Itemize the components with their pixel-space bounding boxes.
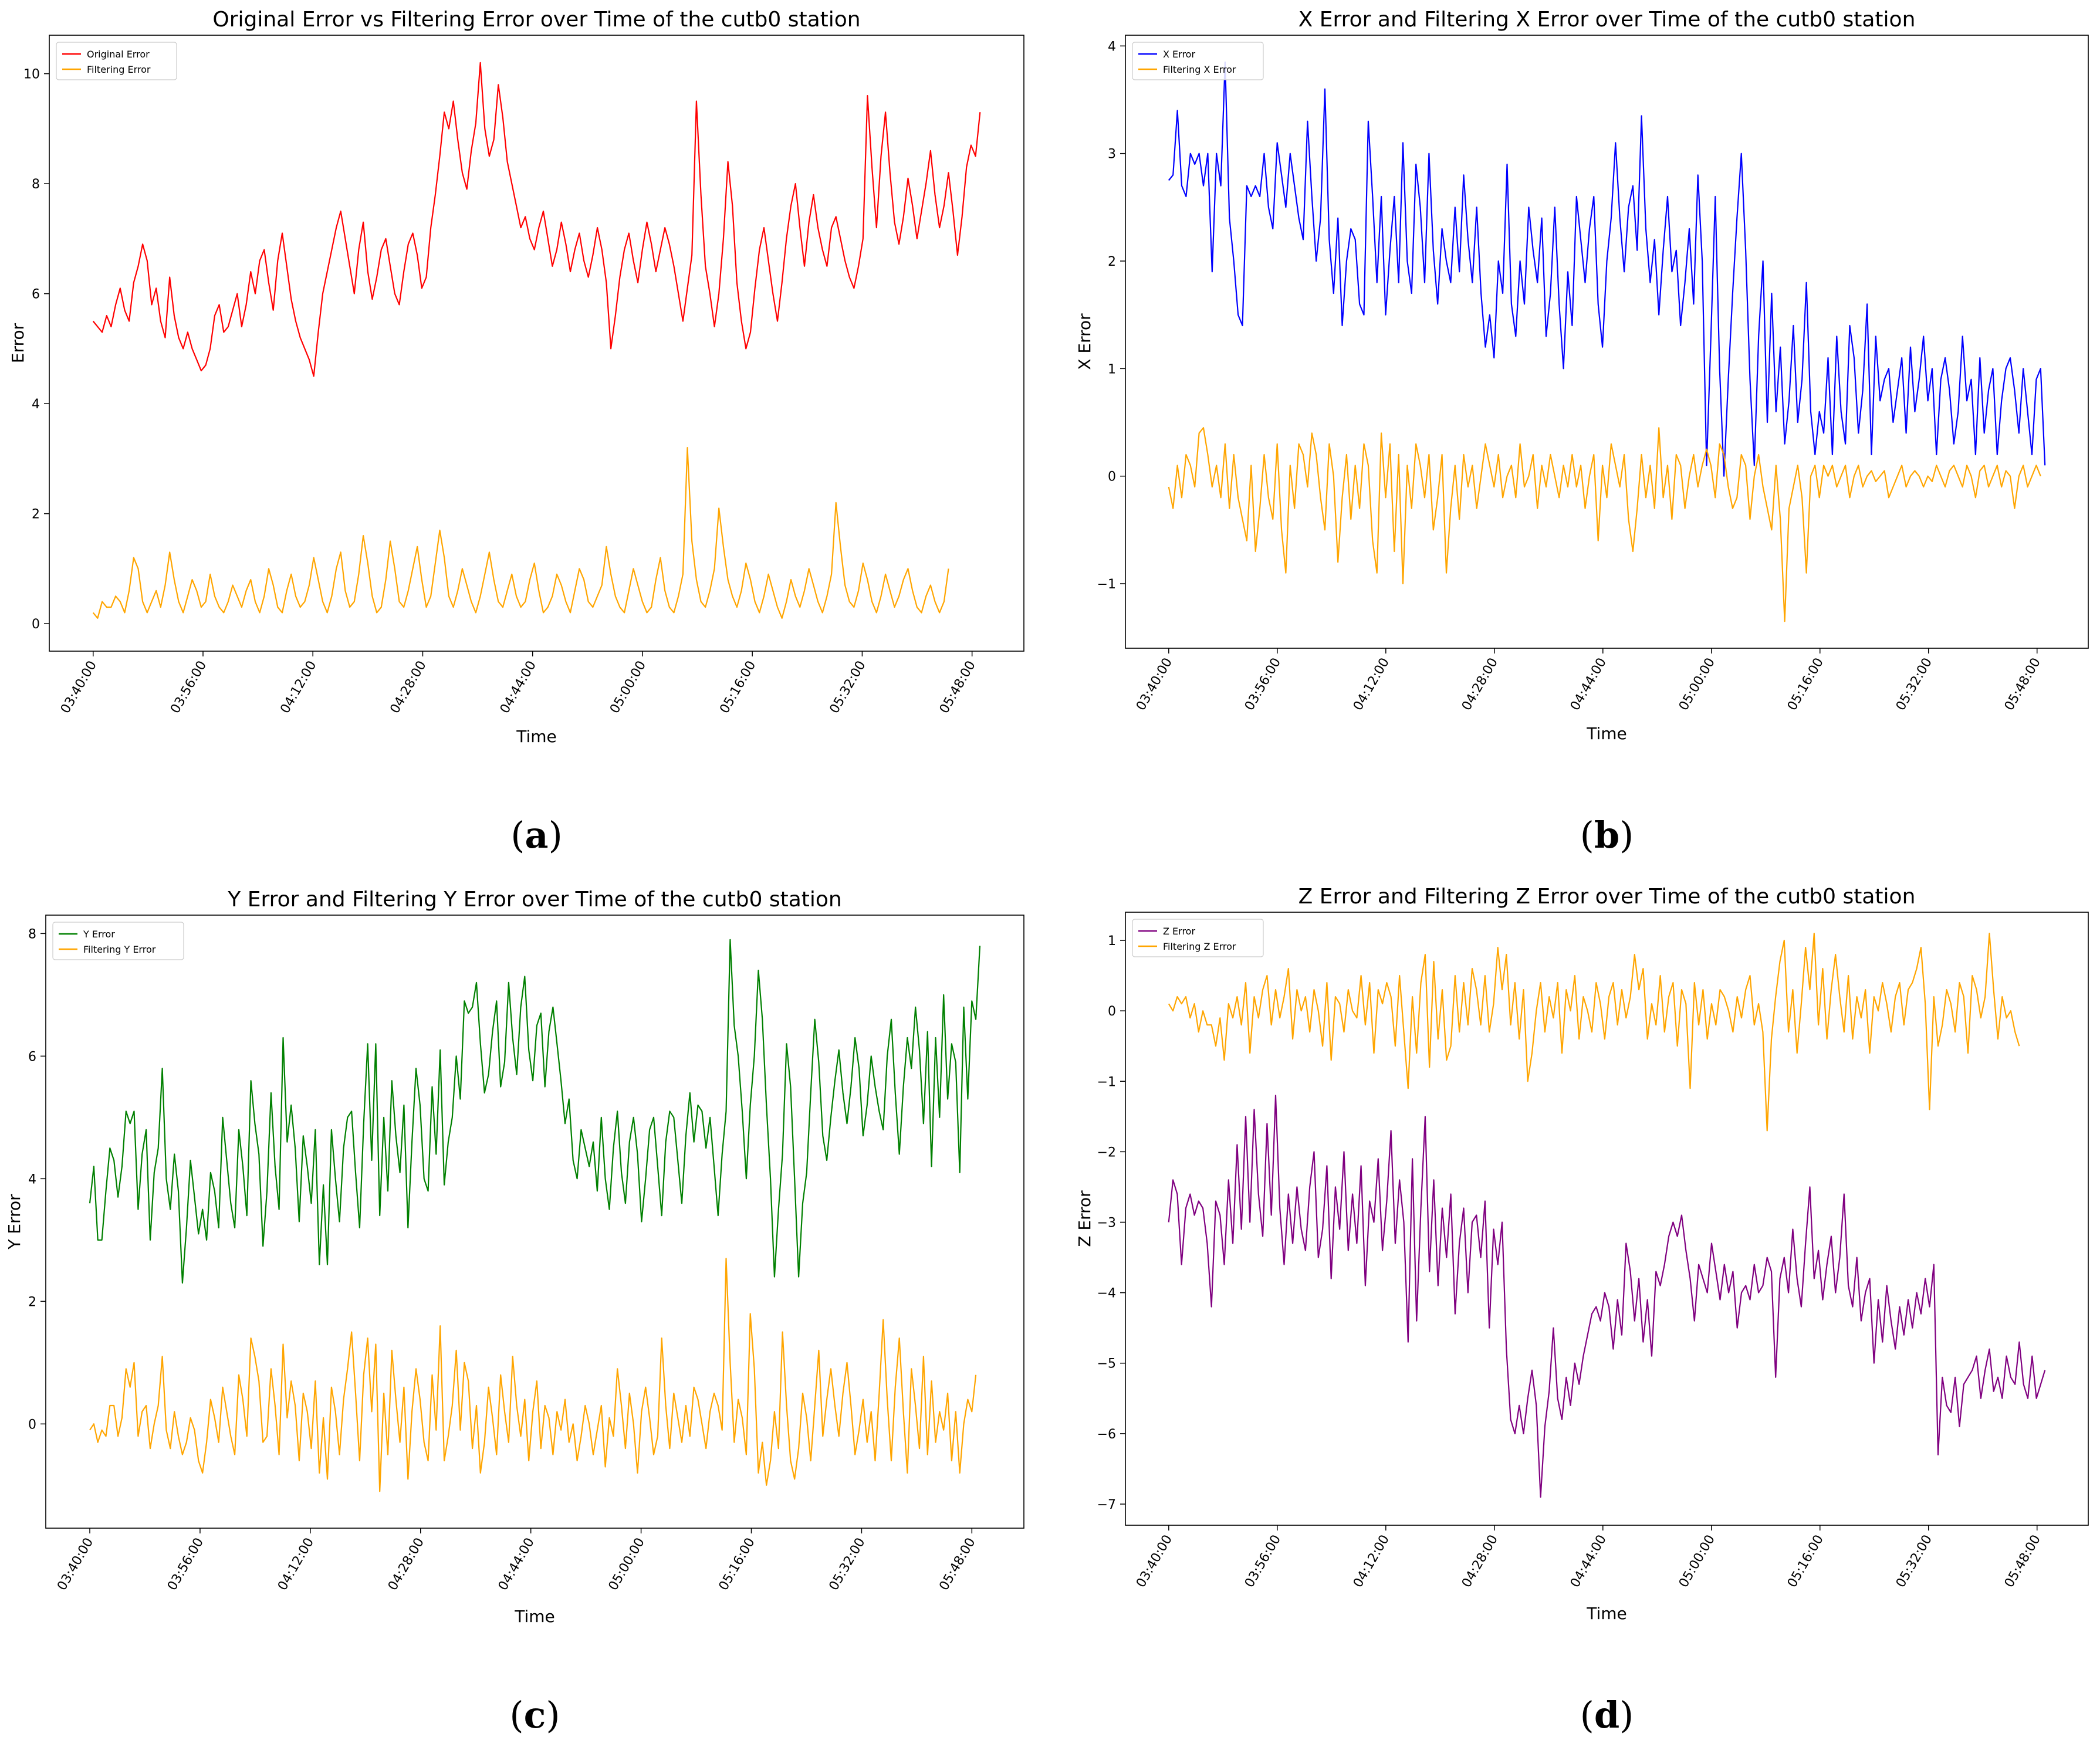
y-tick-label: −1 xyxy=(1097,1075,1116,1089)
y-axis-label: X Error xyxy=(1075,313,1094,370)
y-tick-label: 6 xyxy=(32,287,40,302)
y-tick-label: 2 xyxy=(32,507,40,522)
plot-frame xyxy=(45,915,1024,1529)
x-axis-label: Time xyxy=(514,1607,555,1626)
legend-label: Filtering Y Error xyxy=(83,944,156,955)
plot-frame xyxy=(1125,35,2089,649)
y-tick-label: 4 xyxy=(28,1172,36,1187)
y-axis-label: Z Error xyxy=(1075,1190,1094,1247)
chart-title: Z Error and Filtering Z Error over Time … xyxy=(1298,885,1916,909)
panel-label: (c) xyxy=(509,1694,560,1736)
panel-label-open: ( xyxy=(509,1694,523,1736)
y-tick-label: −3 xyxy=(1097,1216,1116,1231)
plot-frame xyxy=(1125,912,2089,1526)
y-tick-label: 0 xyxy=(1108,470,1116,485)
series-line-z-error xyxy=(1168,1095,2046,1498)
y-tick-label: 3 xyxy=(1108,147,1116,162)
x-axis-label: Time xyxy=(516,727,557,746)
panel-label-letter: b xyxy=(1594,814,1619,856)
legend-label: X Error xyxy=(1163,49,1195,60)
y-tick-label: −4 xyxy=(1097,1286,1116,1301)
legend-label: Original Error xyxy=(87,49,150,60)
panel-label-open: ( xyxy=(510,814,525,856)
legend-box xyxy=(1132,919,1264,957)
series-line-original-error xyxy=(92,62,981,377)
chart-title: X Error and Filtering X Error over Time … xyxy=(1298,8,1916,32)
series-line-y-error xyxy=(89,939,981,1284)
panel-label-close: ) xyxy=(546,1694,560,1736)
panel-label-close: ) xyxy=(549,814,563,856)
y-tick-label: 4 xyxy=(1108,39,1116,54)
y-tick-label: 1 xyxy=(1108,362,1116,377)
panel-label-letter: a xyxy=(525,814,548,856)
y-tick-label: −2 xyxy=(1097,1145,1116,1160)
panel-label: (a) xyxy=(510,814,563,856)
x-axis-label: Time xyxy=(1586,724,1627,743)
y-tick-label: −1 xyxy=(1097,577,1116,592)
series-line-filtering-x-error xyxy=(1168,427,2041,622)
legend-label: Y Error xyxy=(83,929,115,940)
legend-box xyxy=(52,922,184,960)
chart-title: Original Error vs Filtering Error over T… xyxy=(212,8,860,32)
series-line-filtering-z-error xyxy=(1168,932,2020,1132)
y-tick-label: 6 xyxy=(28,1049,36,1064)
x-axis-label: Time xyxy=(1586,1604,1627,1623)
y-tick-label: −5 xyxy=(1097,1357,1116,1372)
y-tick-label: 1 xyxy=(1108,934,1116,949)
y-tick-label: 8 xyxy=(28,927,36,942)
legend-label: Filtering Z Error xyxy=(1163,941,1236,952)
legend-box xyxy=(56,42,177,80)
y-tick-label: −7 xyxy=(1097,1498,1116,1512)
panel-label: (d) xyxy=(1580,1694,1634,1736)
y-tick-label: 0 xyxy=(28,1417,36,1432)
panel-label-letter: d xyxy=(1594,1694,1619,1736)
legend-label: Filtering Error xyxy=(87,64,151,75)
panel-label-close: ) xyxy=(1619,814,1634,856)
y-tick-label: 0 xyxy=(1108,1004,1116,1019)
y-tick-label: 4 xyxy=(32,397,40,412)
panel-label-close: ) xyxy=(1619,1694,1634,1736)
panel-label-open: ( xyxy=(1580,1694,1594,1736)
y-tick-label: −6 xyxy=(1097,1427,1116,1442)
panel-label-letter: c xyxy=(524,1694,546,1736)
legend-label: Z Error xyxy=(1163,926,1195,937)
panel-label: (b) xyxy=(1580,814,1634,856)
y-tick-label: 0 xyxy=(32,617,40,632)
y-tick-label: 2 xyxy=(28,1295,36,1309)
y-tick-label: 10 xyxy=(23,67,40,82)
series-line-filtering-error xyxy=(92,446,949,619)
y-tick-label: 8 xyxy=(32,177,40,192)
plot-frame xyxy=(49,35,1024,652)
series-line-x-error xyxy=(1168,61,2046,477)
legend-box xyxy=(1132,42,1264,80)
legend-label: Filtering X Error xyxy=(1163,64,1236,75)
y-tick-label: 2 xyxy=(1108,255,1116,269)
panel-label-open: ( xyxy=(1580,814,1594,856)
series-line-filtering-y-error xyxy=(89,1258,977,1492)
chart-title: Y Error and Filtering Y Error over Time … xyxy=(227,888,841,912)
y-axis-label: Y Error xyxy=(5,1194,24,1250)
y-axis-label: Error xyxy=(8,323,28,363)
